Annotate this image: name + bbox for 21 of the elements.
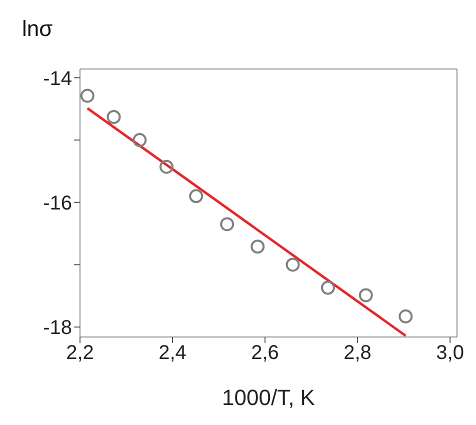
x-tick-label: 2,2 [66,342,94,364]
point [250,240,265,254]
y-tick-label: -16 [43,192,72,214]
point [132,133,147,148]
y-tick-label: -14 [43,68,72,90]
point [398,309,413,324]
point [320,280,335,295]
x-tick-label: 2,6 [251,342,279,364]
point [189,189,204,204]
point [160,160,174,174]
point [286,258,300,272]
x-tick-label: 2,8 [344,342,372,364]
y-tick-label: -18 [43,317,72,340]
y-axis-title: lnσ [22,16,53,42]
point [80,88,94,103]
point [106,110,121,124]
x-tick-label: 3,0 [436,342,464,364]
x-axis-title: 1000/T, K [222,385,316,410]
point [358,288,373,302]
x-tick-label: 2,4 [158,342,186,364]
point [220,217,234,232]
